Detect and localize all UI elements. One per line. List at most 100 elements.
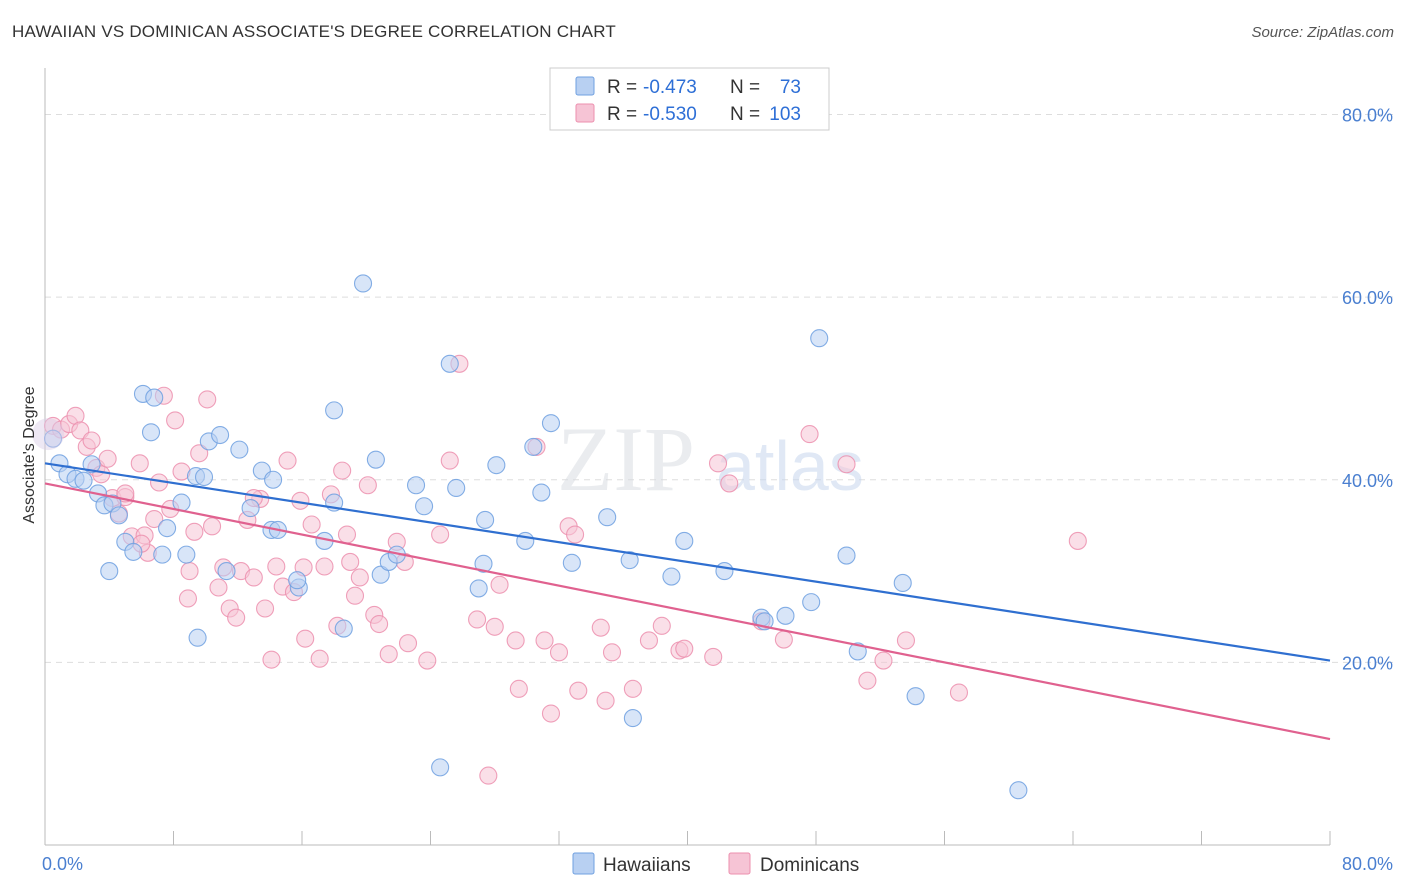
data-point-hawaiians	[325, 401, 344, 420]
data-point-hawaiians	[474, 554, 493, 573]
data-point-dominicans	[596, 691, 615, 710]
data-point-hawaiians	[541, 414, 561, 433]
data-point-dominicans	[341, 552, 360, 571]
data-point-dominicans	[278, 451, 297, 470]
data-point-dominicans	[623, 679, 642, 698]
data-point-hawaiians	[776, 606, 795, 625]
data-point-hawaiians	[100, 562, 119, 581]
data-point-hawaiians	[124, 542, 143, 561]
data-point-dominicans	[652, 616, 671, 635]
legend-n-label-2: N =	[730, 104, 760, 125]
data-point-hawaiians	[447, 478, 466, 498]
data-point-hawaiians	[675, 531, 694, 550]
data-point-hawaiians	[715, 562, 734, 581]
data-point-dominicans	[874, 651, 893, 670]
data-point-hawaiians	[893, 573, 912, 592]
data-point-hawaiians	[1009, 781, 1028, 800]
data-point-hawaiians	[487, 456, 506, 475]
data-point-dominicans	[591, 618, 610, 637]
data-point-dominicans	[296, 629, 315, 648]
data-point-dominicans	[209, 578, 228, 597]
data-point-dominicans	[675, 639, 694, 658]
data-point-dominicans	[535, 631, 554, 650]
data-point-dominicans	[639, 631, 659, 650]
data-point-dominicans	[310, 649, 329, 668]
data-point-hawaiians	[194, 467, 214, 487]
data-point-hawaiians	[217, 562, 236, 581]
legend-swatch-hawaiians	[575, 76, 595, 96]
y-axis-label: Associate's Degree	[21, 386, 38, 523]
data-point-dominicans	[800, 425, 819, 444]
bottom-legend-swatch-hawaiians	[572, 852, 595, 875]
x-tick-label-min: 0.0%	[42, 854, 83, 874]
data-point-dominicans	[370, 614, 389, 634]
data-point-dominicans	[506, 631, 525, 650]
data-point-hawaiians	[264, 470, 283, 489]
data-point-dominicans	[345, 586, 365, 605]
data-point-dominicans	[98, 449, 117, 468]
data-point-hawaiians	[810, 329, 829, 348]
data-point-dominicans	[398, 634, 418, 653]
data-point-dominicans	[549, 643, 569, 662]
data-point-hawaiians	[145, 388, 164, 407]
y-tick-label: 40.0%	[1342, 471, 1393, 491]
data-points	[32, 274, 1087, 800]
data-point-dominicans	[178, 589, 198, 608]
data-point-hawaiians	[241, 499, 260, 518]
data-point-dominicans	[479, 766, 498, 785]
data-point-dominicans	[262, 650, 281, 669]
data-point-dominicans	[145, 509, 164, 529]
legend-r-value-2: -0.530	[643, 104, 697, 125]
data-point-dominicans	[198, 390, 217, 409]
data-point-dominicans	[190, 444, 209, 463]
legend-r-label-1: R =	[607, 77, 637, 98]
data-point-dominicans	[837, 455, 856, 474]
data-point-hawaiians	[848, 642, 867, 661]
data-point-dominicans	[774, 630, 793, 649]
data-point-hawaiians	[623, 709, 642, 728]
data-point-hawaiians	[177, 545, 196, 564]
data-point-dominicans	[896, 631, 916, 650]
data-point-dominicans	[333, 461, 352, 480]
data-point-dominicans	[256, 599, 275, 618]
data-point-dominicans	[227, 608, 246, 627]
data-point-dominicans	[485, 617, 504, 636]
data-point-dominicans	[720, 474, 739, 493]
data-point-dominicans	[71, 421, 90, 440]
data-point-hawaiians	[74, 471, 93, 490]
data-point-hawaiians	[469, 579, 488, 598]
data-point-dominicans	[180, 562, 199, 581]
data-point-dominicans	[1068, 531, 1087, 550]
data-point-dominicans	[431, 525, 450, 544]
bottom-legend-label-hawaiians: Hawaiians	[603, 855, 691, 876]
data-point-dominicans	[350, 568, 369, 587]
data-point-dominicans	[509, 679, 528, 698]
data-point-hawaiians	[353, 274, 373, 293]
data-point-hawaiians	[524, 437, 543, 456]
source-credit: Source: ZipAtlas.com	[1251, 24, 1394, 41]
data-point-hawaiians	[43, 429, 63, 448]
data-point-dominicans	[130, 454, 149, 473]
axes	[44, 68, 1331, 846]
bottom-legend-swatch-dominicans	[728, 852, 751, 875]
trend-line-dominicans	[44, 482, 1331, 741]
data-point-dominicans	[358, 476, 377, 495]
data-point-dominicans	[490, 575, 509, 594]
tick-labels: 20.0% 40.0% 60.0% 80.0% 0.0% 80.0%	[42, 106, 1393, 874]
y-tick-label: 60.0%	[1342, 288, 1393, 308]
data-point-hawaiians	[562, 553, 581, 572]
chart-title: HAWAIIAN VS DOMINICAN ASSOCIATE'S DEGREE…	[12, 22, 616, 41]
data-point-hawaiians	[598, 508, 617, 527]
data-point-dominicans	[440, 451, 459, 470]
data-point-hawaiians	[109, 506, 128, 525]
data-point-dominicans	[379, 645, 398, 664]
data-point-dominicans	[315, 557, 334, 576]
correlation-legend: R = -0.473 N = 73 R = -0.530 N = 103	[549, 67, 830, 131]
data-point-hawaiians	[406, 476, 426, 495]
data-point-dominicans	[949, 683, 969, 702]
watermark-zip: ZIP	[557, 408, 695, 510]
data-point-hawaiians	[516, 531, 535, 550]
data-point-dominicans	[541, 704, 561, 723]
trend-lines	[44, 462, 1331, 741]
data-point-dominicans	[566, 525, 585, 544]
